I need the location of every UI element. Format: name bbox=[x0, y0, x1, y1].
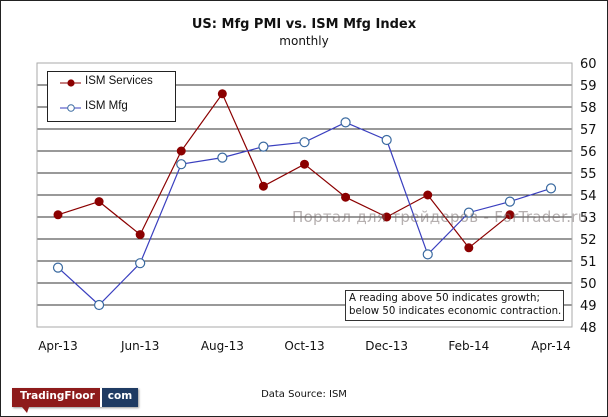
y-tick-label: 48 bbox=[580, 321, 597, 336]
data-source: Data Source: ISM bbox=[261, 389, 347, 400]
plot-area-border bbox=[36, 62, 573, 328]
data-point-ism-mfg bbox=[504, 196, 516, 207]
data-point-ism-mfg bbox=[135, 258, 146, 269]
y-tick-label: 55 bbox=[580, 167, 597, 182]
data-point-ism-services bbox=[258, 181, 268, 191]
data-point-ism-mfg bbox=[52, 262, 64, 273]
data-point-ism-mfg bbox=[463, 207, 474, 218]
y-tick-label: 53 bbox=[580, 211, 597, 226]
x-tick-label: Apr-13 bbox=[38, 339, 78, 353]
data-point-ism-mfg bbox=[217, 152, 228, 163]
data-point-ism-services bbox=[217, 89, 227, 99]
watermark: Портал для трейдеров - ForTrader.ru bbox=[292, 208, 588, 226]
data-point-ism-services bbox=[341, 192, 351, 202]
data-point-ism-mfg bbox=[381, 134, 392, 146]
data-point-ism-mfg bbox=[299, 137, 310, 148]
data-point-ism-services bbox=[94, 197, 104, 207]
x-tick-label: Dec-13 bbox=[365, 339, 408, 353]
logo-tradingfloor: TradingFloor bbox=[12, 388, 100, 407]
data-point-ism-services bbox=[135, 230, 145, 240]
data-point-ism-services bbox=[423, 190, 433, 200]
y-tick-label: 50 bbox=[580, 277, 597, 292]
y-axis-ticks: 48 49 50 51 52 53 54 55 56 57 58 59 60 bbox=[580, 57, 597, 336]
y-tick-label: 52 bbox=[580, 233, 597, 248]
data-point-ism-services bbox=[382, 212, 392, 222]
data-point-ism-mfg bbox=[340, 117, 351, 128]
y-tick-label: 56 bbox=[580, 145, 597, 160]
legend-marker-ism-services bbox=[67, 79, 75, 87]
x-tick-label: Aug-13 bbox=[201, 339, 244, 353]
series-line-ism-services bbox=[57, 92, 511, 249]
data-point-ism-services bbox=[300, 159, 309, 169]
y-tick-label: 51 bbox=[580, 255, 597, 270]
data-point-ism-mfg bbox=[422, 249, 433, 260]
legend-label-ism-services: ISM Services bbox=[85, 75, 153, 87]
x-axis-ticks: Apr-13 Jun-13 Aug-13 Oct-13 Dec-13 Feb-14 Apr-… bbox=[38, 339, 571, 353]
chart-title: US: Mfg PMI vs. ISM Mfg Index bbox=[191, 17, 417, 32]
legend-label-ism-mfg: ISM Mfg bbox=[85, 100, 128, 112]
tradingfloor-logo[interactable]: TradingFloor com bbox=[12, 388, 139, 413]
data-point-ism-services bbox=[505, 210, 515, 220]
x-tick-label: Feb-14 bbox=[448, 339, 489, 353]
annotation-line-1: A reading above 50 indicates growth; bbox=[349, 293, 540, 304]
chart-subtitle: monthly bbox=[279, 34, 329, 48]
y-tick-label: 58 bbox=[580, 101, 597, 116]
data-point-ism-mfg bbox=[545, 183, 557, 194]
data-point-ism-mfg bbox=[176, 159, 187, 170]
annotation-box: A reading above 50 indicates growth; bel… bbox=[345, 290, 564, 321]
y-tick-label: 54 bbox=[580, 189, 597, 204]
x-tick-label: Jun-13 bbox=[120, 339, 159, 353]
data-point-ism-mfg bbox=[93, 299, 105, 311]
x-tick-label: Apr-14 bbox=[531, 339, 571, 353]
data-point-ism-services bbox=[53, 210, 63, 220]
data-point-ism-services bbox=[176, 146, 186, 156]
y-tick-label: 49 bbox=[580, 299, 597, 314]
series-lines bbox=[52, 89, 557, 311]
logo-com: com bbox=[99, 388, 139, 407]
data-point-ism-services bbox=[464, 243, 474, 253]
y-tick-label: 57 bbox=[580, 123, 597, 138]
legend: ISM Services ISM Mfg bbox=[47, 71, 176, 122]
y-tick-label: 60 bbox=[580, 57, 597, 72]
data-point-ism-mfg bbox=[258, 141, 269, 152]
annotation-line-2: below 50 indicates economic contraction. bbox=[349, 306, 562, 317]
y-tick-label: 59 bbox=[580, 79, 597, 94]
x-tick-label: Oct-13 bbox=[284, 339, 324, 353]
legend-marker-ism-mfg bbox=[67, 104, 75, 112]
logo-tail bbox=[22, 407, 29, 413]
